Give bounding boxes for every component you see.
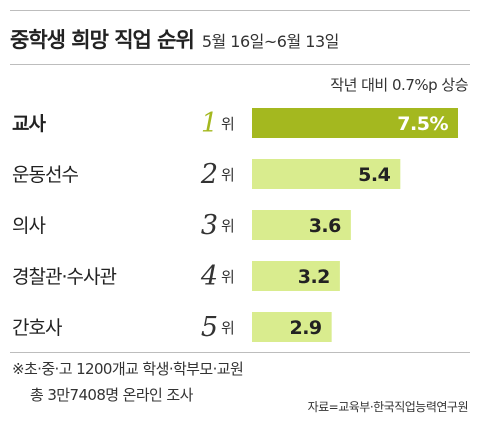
top-rule xyxy=(10,10,470,11)
survey-period: 5월 16일~6월 13일 xyxy=(201,32,340,51)
rank-suffix: 위 xyxy=(221,166,235,184)
value-label: 3.6 xyxy=(309,215,341,237)
category-label: 운동선수 xyxy=(12,164,78,186)
value-label: 2.9 xyxy=(289,317,321,339)
bar xyxy=(252,261,340,291)
header: 중학생 희망 직업 순위 5월 16일~6월 13일 xyxy=(10,24,339,54)
value-label: 3.2 xyxy=(298,266,330,288)
rank-number: 2 xyxy=(200,159,218,190)
bottom-rule xyxy=(10,352,470,353)
page-title: 중학생 희망 직업 순위 xyxy=(10,28,195,52)
rank-suffix: 위 xyxy=(221,268,235,286)
footnote-line-1: ※초·중·고 1200개교 학생·학부모·교원 xyxy=(12,360,244,378)
bar xyxy=(252,159,401,189)
source-credit: 자료=교육부·한국직업능력연구원 xyxy=(307,400,469,414)
category-label: 경찰관·수사관 xyxy=(12,266,116,288)
rank-number: 3 xyxy=(201,210,218,241)
rank-number: 5 xyxy=(201,312,218,343)
rank-number: 4 xyxy=(200,261,218,292)
category-label: 의사 xyxy=(12,215,45,237)
rank-suffix: 위 xyxy=(221,115,235,133)
bar xyxy=(252,108,458,138)
footnote-line-2: 총 3만7408명 온라인 조사 xyxy=(30,386,193,404)
category-label: 간호사 xyxy=(12,317,62,339)
title-rule xyxy=(10,64,470,65)
bar xyxy=(252,312,332,342)
rank-number: 1 xyxy=(201,108,218,139)
category-label: 교사 xyxy=(12,113,46,135)
value-label: 5.4 xyxy=(358,164,390,186)
value-label: 7.5% xyxy=(397,113,448,135)
rank-suffix: 위 xyxy=(221,319,235,337)
bar xyxy=(252,210,351,240)
rank-suffix: 위 xyxy=(221,217,235,235)
change-note: 작년 대비 0.7%p 상승 xyxy=(330,76,468,94)
